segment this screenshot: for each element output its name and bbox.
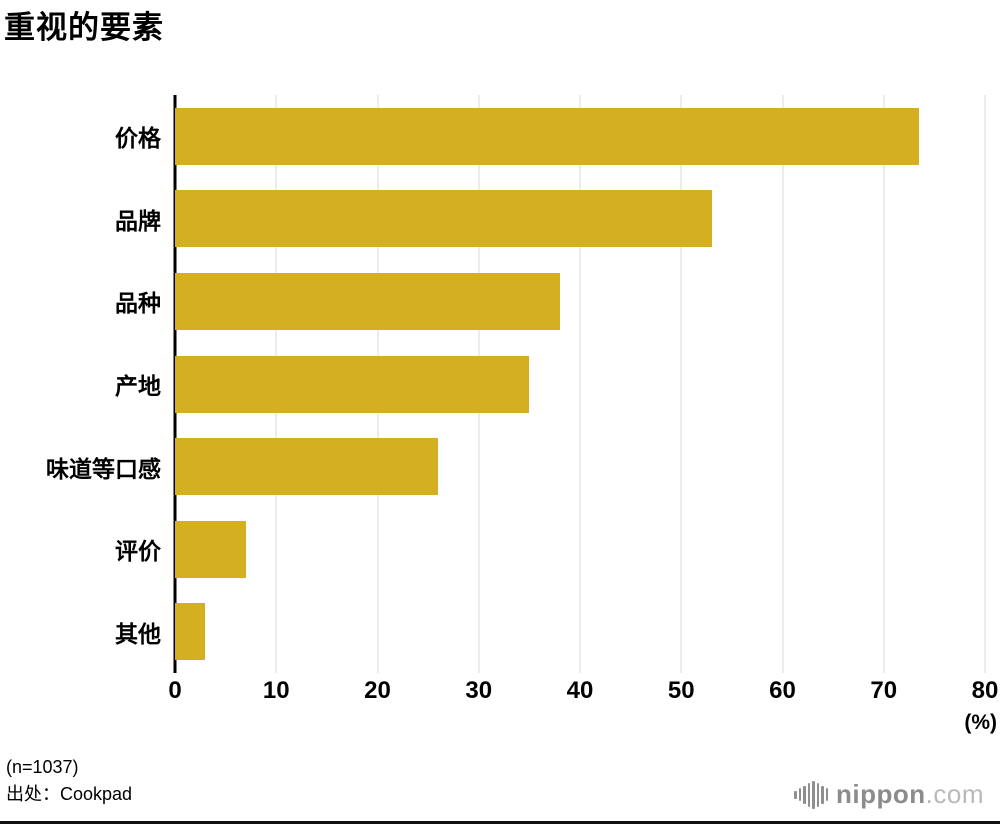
gridline [680,95,682,673]
x-tick-label: 0 [168,677,182,704]
category-label: 评价 [115,538,161,565]
source-note: 出处：Cookpad [6,784,133,804]
bar-row: 产地 [115,343,985,426]
bar [175,603,206,661]
logo-suffix: .com [925,779,984,809]
gridline [579,95,581,673]
bar-row: 品种 [115,260,985,343]
bar-chart: 价格品牌品种产地味道等口感评价其他 0 10 20 30 40 50 60 70 80 (%) [46,95,998,734]
sample-size-note: (n=1037) [6,757,79,777]
bar-row: 品牌 [115,178,985,261]
category-label: 价格 [115,125,161,152]
chart-title: 重视的要素 [4,10,164,45]
gridline [883,95,885,673]
bar-row: 评价 [115,508,985,591]
bar [175,355,530,413]
x-tick-label: 20 [364,677,391,704]
gridline [984,95,986,673]
x-tick-label: 10 [262,677,290,704]
soundwave-icon [794,780,829,809]
chart-footer: (n=1037) 出处：Cookpad [6,754,132,808]
axis-unit-label: (%) [964,711,997,734]
category-label: 品种 [115,290,161,317]
bottom-divider [0,821,1000,824]
category-label: 其他 [115,620,161,647]
x-tick-label: 50 [667,677,695,704]
x-tick-label: 70 [870,677,898,704]
gridline [782,95,783,673]
category-label: 品牌 [115,207,161,234]
x-axis-ticks: 0 10 20 30 40 50 60 70 80 [168,677,998,711]
bar [175,190,712,248]
plot-area: 价格品牌品种产地味道等口感评价其他 [46,95,986,673]
x-tick-label: 60 [769,677,796,704]
logo-name: nippon [836,779,926,809]
category-label: 味道等口感 [46,455,161,482]
bar-row: 其他 [115,590,985,673]
nippon-logo: nippon.com [794,779,984,810]
bar [175,107,920,165]
x-tick-label: 40 [566,677,594,704]
bar [175,272,560,330]
bar [175,520,246,578]
bar-row: 价格 [115,95,985,178]
logo-text: nippon.com [836,779,984,810]
x-tick-label: 80 [971,677,999,704]
x-tick-label: 30 [465,677,493,704]
bar [175,438,439,496]
bar-row: 味道等口感 [46,425,985,508]
category-label: 产地 [115,373,161,400]
